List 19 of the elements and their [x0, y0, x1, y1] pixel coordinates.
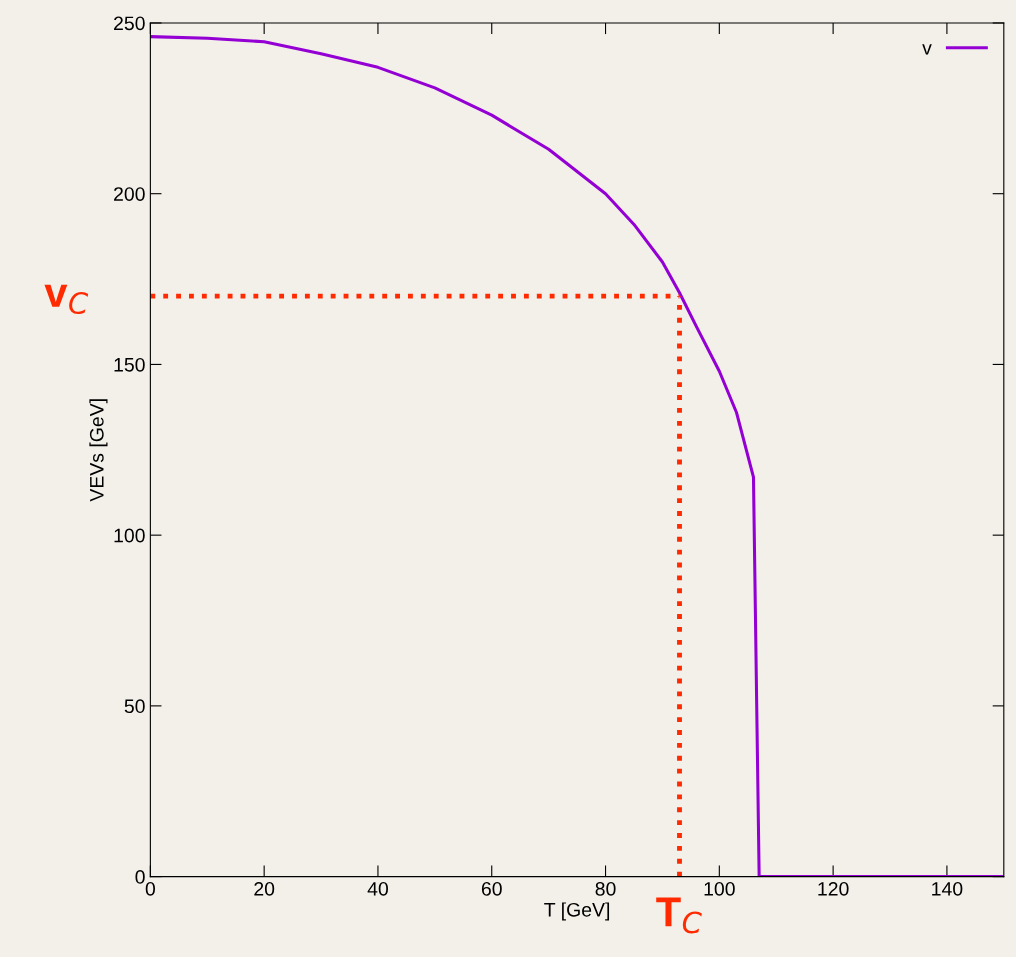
y-tick-label: 100 — [114, 528, 145, 543]
y-tick-label: 250 — [114, 16, 145, 31]
y-tick-label: 150 — [114, 357, 145, 372]
ref-line-label: v$_{C}$ — [44, 284, 89, 315]
x-tick-label: 80 — [595, 881, 616, 896]
x-axis-title: T [GeV] — [544, 902, 610, 921]
x-tick-label: 20 — [254, 881, 275, 896]
legend-label: v — [922, 44, 932, 55]
x-tick-label: 0 — [145, 881, 156, 896]
x-tick-label: 140 — [932, 881, 963, 896]
x-tick-label: 100 — [704, 881, 735, 896]
x-tick-label: 40 — [367, 881, 389, 896]
y-tick-label: 0 — [135, 870, 145, 884]
x-tick-label: 120 — [818, 881, 849, 896]
x-tick-label: 60 — [481, 881, 502, 896]
ref-line-label: T$_{C}$ — [656, 897, 702, 934]
y-tick-label: 200 — [114, 187, 145, 201]
y-axis-title: VEVs [GeV] — [89, 399, 108, 502]
y-tick-label: 50 — [124, 699, 145, 714]
